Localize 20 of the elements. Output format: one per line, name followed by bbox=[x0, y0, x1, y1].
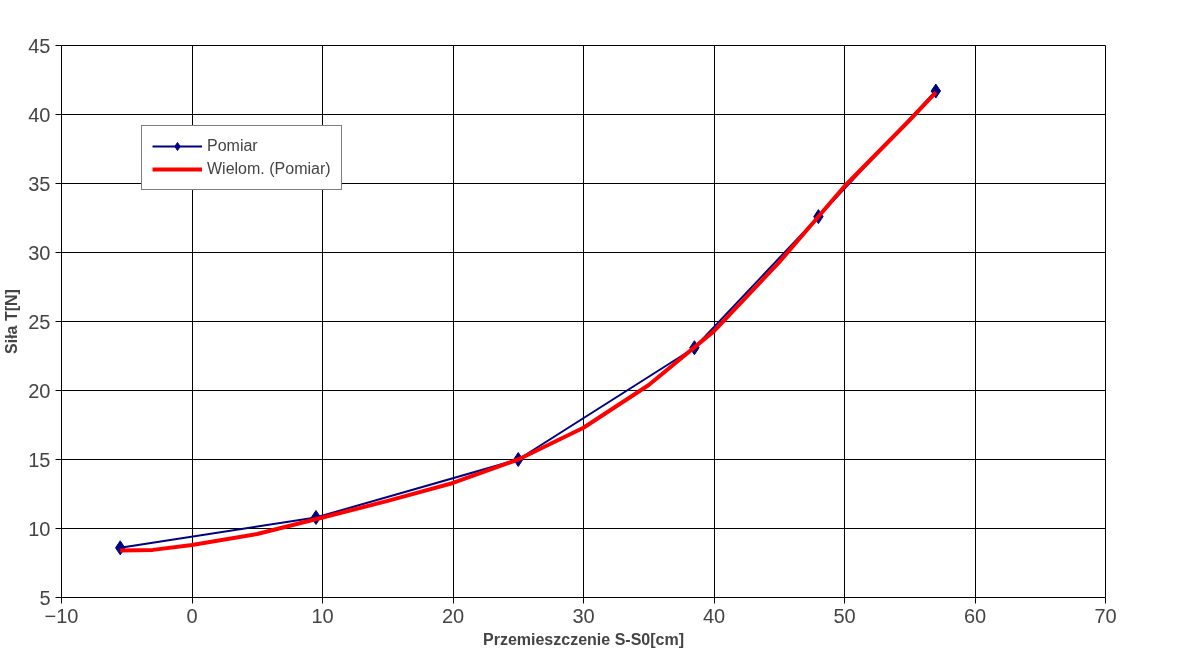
legend-label: Pomiar bbox=[207, 137, 258, 155]
x-tick-label: 60 bbox=[963, 604, 987, 627]
x-tick-label: 20 bbox=[441, 604, 465, 627]
y-tick-label: 30 bbox=[28, 241, 51, 264]
x-axis-title: Przemieszczenie S-S0[cm] bbox=[483, 630, 684, 648]
y-tick-label: 40 bbox=[28, 103, 51, 126]
y-tick-label: 25 bbox=[28, 310, 51, 333]
x-tick-label: 40 bbox=[702, 604, 726, 627]
y-tick-label: 15 bbox=[28, 448, 51, 471]
y-axis-title: Siła T[N] bbox=[3, 289, 21, 354]
x-tick-label: 0 bbox=[186, 604, 198, 627]
y-tick-label: 20 bbox=[28, 379, 51, 402]
x-tick-label: 30 bbox=[572, 604, 595, 627]
y-tick-label: 10 bbox=[28, 517, 51, 540]
y-tick-label: 35 bbox=[28, 172, 51, 195]
x-tick-label: 70 bbox=[1094, 604, 1117, 627]
x-tick-label: 10 bbox=[311, 604, 334, 627]
y-tick-label: 45 bbox=[28, 34, 51, 57]
legend-label: Wielom. (Pomiar) bbox=[207, 160, 331, 178]
x-tick-label: 50 bbox=[833, 604, 856, 627]
